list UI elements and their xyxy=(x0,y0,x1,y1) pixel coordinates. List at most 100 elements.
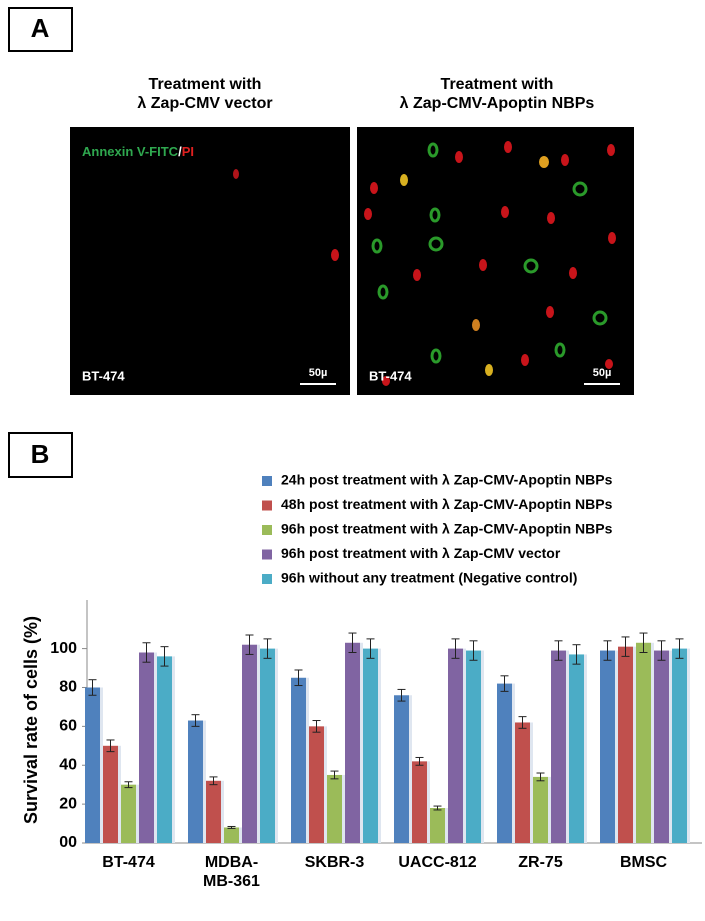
bar xyxy=(672,648,687,843)
panel-label: A xyxy=(31,13,50,43)
bar-shade xyxy=(687,648,690,843)
error-bar xyxy=(263,638,272,659)
panel-label: B xyxy=(31,439,50,469)
image-title: Treatment with xyxy=(441,76,554,93)
image-title: Treatment with xyxy=(149,76,262,93)
bar xyxy=(466,650,481,843)
legend-swatch xyxy=(262,549,272,560)
y-tick-label: 40 xyxy=(59,756,77,773)
error-bar xyxy=(245,634,254,655)
y-tick-label: 20 xyxy=(59,795,77,812)
cell-line: BT-474 xyxy=(82,368,125,383)
error-bar xyxy=(294,669,303,687)
legend-swatch xyxy=(262,574,272,584)
bar-shade xyxy=(306,677,309,843)
error-bar xyxy=(554,640,563,661)
micrograph xyxy=(70,127,350,395)
error-bar xyxy=(227,825,236,829)
image-title: λ Zap-CMV-Apoptin NBPs xyxy=(400,95,595,112)
x-tick-label: BT-474 xyxy=(102,854,155,871)
legend-label: 96h post treatment with λ Zap-CMV-Apopti… xyxy=(281,521,613,537)
panel-label-box xyxy=(8,7,73,52)
legend-label: 96h without any treatment (Negative cont… xyxy=(281,570,577,586)
bar-shade xyxy=(481,650,484,843)
bar-shade xyxy=(615,650,618,843)
bar xyxy=(121,784,136,843)
error-bar xyxy=(603,640,612,661)
error-bar xyxy=(536,772,545,782)
error-bar xyxy=(500,675,509,692)
bar xyxy=(345,642,360,843)
bar xyxy=(412,761,427,843)
error-bar xyxy=(160,646,169,667)
bar-shade xyxy=(203,720,206,843)
error-bar xyxy=(124,781,133,789)
bar-shade xyxy=(548,776,551,843)
error-bar xyxy=(451,638,460,659)
stain-red: PI xyxy=(182,144,194,159)
error-bar xyxy=(209,776,218,786)
bar-shade xyxy=(633,646,636,843)
bar xyxy=(618,646,633,843)
bar-shade xyxy=(172,656,175,843)
bar-shade xyxy=(239,827,242,843)
bar-shade xyxy=(324,726,327,843)
bar-shade xyxy=(221,780,224,843)
bar xyxy=(654,650,669,843)
y-tick-label: 60 xyxy=(59,718,77,735)
error-bar xyxy=(330,770,339,780)
scale-label: 50µ xyxy=(309,367,328,379)
bar-shade xyxy=(463,648,466,843)
y-axis-label: Survival rate of cells (%) xyxy=(21,616,41,824)
bar-shade xyxy=(360,642,363,843)
bar-shade xyxy=(409,695,412,843)
bar xyxy=(551,650,566,843)
bar xyxy=(242,644,257,843)
bar xyxy=(600,650,615,843)
bar xyxy=(309,726,324,843)
bar xyxy=(569,654,584,843)
scale-label: 50µ xyxy=(593,367,612,379)
bar xyxy=(85,687,100,843)
legend-swatch xyxy=(262,476,272,486)
bar xyxy=(157,656,172,843)
bar-shade xyxy=(669,650,672,843)
legend-label: 48h post treatment with λ Zap-CMV-Apopti… xyxy=(281,496,613,512)
error-bar xyxy=(312,720,321,733)
legend-label: 96h post treatment with λ Zap-CMV vector xyxy=(281,545,561,561)
bar-shade xyxy=(427,761,430,843)
panel-label-box xyxy=(8,432,73,478)
bar-shade xyxy=(275,648,278,843)
error-bar xyxy=(191,714,200,727)
error-bar xyxy=(366,638,375,659)
stain-green: Annexin V-FITC xyxy=(82,144,179,159)
x-tick-label: SKBR-3 xyxy=(304,854,365,871)
x-tick-label: MDBA- MB-361 xyxy=(203,854,260,890)
y-tick-label: 80 xyxy=(59,679,77,696)
y-tick-label: 00 xyxy=(59,834,77,851)
stain-label: Annexin V-FITC/PI xyxy=(82,144,194,159)
bar-shade xyxy=(566,650,569,843)
error-bar xyxy=(106,739,115,753)
error-bar xyxy=(88,679,97,696)
bar xyxy=(139,652,154,843)
error-bar xyxy=(433,805,442,811)
stain-sep: / xyxy=(178,144,182,159)
bar xyxy=(188,720,203,843)
legend-swatch xyxy=(262,500,272,511)
error-bar xyxy=(639,632,648,653)
bar xyxy=(497,683,512,843)
bar xyxy=(327,774,342,843)
bar-shade xyxy=(100,687,103,843)
error-bar xyxy=(348,632,357,653)
bar-shade xyxy=(378,648,381,843)
bar-shade xyxy=(154,652,157,843)
bar-shade xyxy=(530,722,533,843)
error-bar xyxy=(657,640,666,661)
bar xyxy=(394,695,409,843)
bar xyxy=(448,648,463,843)
micrograph xyxy=(357,127,634,395)
bar xyxy=(224,827,239,843)
error-bar xyxy=(415,756,424,766)
